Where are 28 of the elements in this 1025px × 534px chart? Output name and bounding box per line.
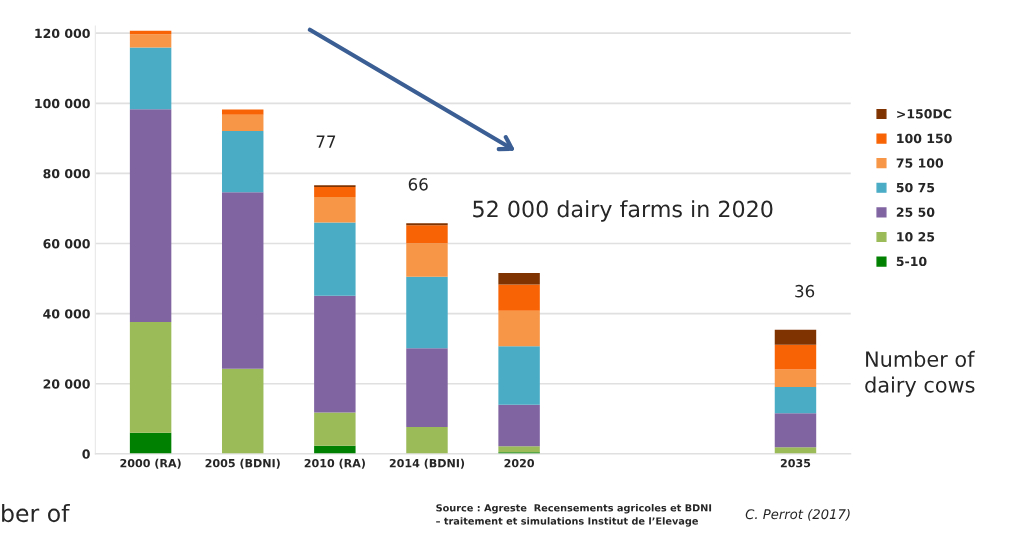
y-tick-label: 120 000: [35, 28, 90, 39]
annotation: 52 000 dairy farms in 2020: [473, 200, 773, 222]
x-tick-label: 2005 (BDNI): [205, 458, 280, 469]
legend-label: 75 100: [896, 158, 944, 168]
x-tick-label: 2035: [780, 458, 811, 468]
x-tick-label: 2020: [504, 458, 535, 468]
y-tick-label: 60 000: [43, 239, 90, 249]
y-tick-label: 20 000: [43, 379, 90, 389]
legend-label: 5-10: [896, 256, 927, 267]
annotation: 77: [316, 135, 336, 148]
text: C. Perrot (2017): [745, 508, 850, 521]
y-tick-label: 100 000: [35, 98, 90, 109]
y-tick-label: 80 000: [43, 168, 90, 179]
text: Number of dairy cows: [865, 350, 975, 397]
source-note: Source : Agreste Recensements agricoles et BDNI – traitement et simulations Institut de l’Elevage: [436, 503, 712, 527]
annotation: 66: [408, 178, 428, 191]
legend-label: 50 75: [896, 182, 935, 193]
x-tick-label: 2014 (BDNI): [389, 458, 465, 469]
legend-label: >150DC: [897, 109, 952, 119]
legend-label: 10 25: [897, 232, 935, 242]
x-tick-label: 2010 (RA): [304, 458, 365, 469]
y-tick-label: 40 000: [43, 309, 90, 319]
x-tick-label: 2000 (RA): [120, 458, 181, 469]
y-tick-label: 0: [82, 449, 90, 459]
text: ber of: [2, 503, 70, 523]
legend-label: 100 150: [897, 133, 952, 144]
legend-label: 25 50: [896, 207, 935, 217]
annotation: 36: [795, 284, 815, 298]
